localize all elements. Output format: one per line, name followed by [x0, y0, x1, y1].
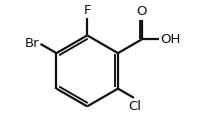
Text: Cl: Cl [128, 100, 141, 113]
Text: F: F [83, 4, 91, 17]
Text: Br: Br [24, 37, 39, 50]
Text: O: O [137, 5, 147, 18]
Text: OH: OH [160, 33, 181, 46]
